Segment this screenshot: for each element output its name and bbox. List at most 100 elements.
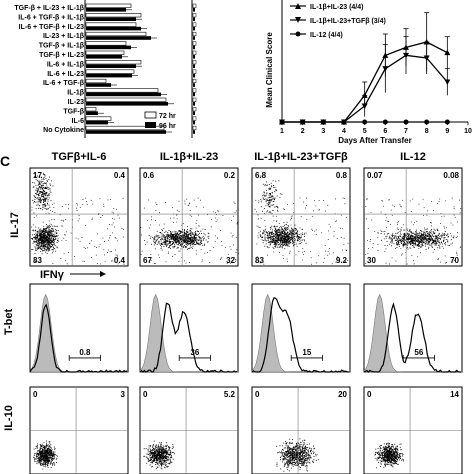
bar-b-72hr-5 — [192, 50, 197, 55]
x-tick-10: 10 — [464, 128, 472, 135]
il10-q-ul-1: 0 — [143, 390, 148, 399]
column-header-1: IL-1β+IL-23 — [160, 151, 218, 163]
ifng-arrow — [70, 271, 106, 277]
bar-b-96hr-0 — [193, 8, 195, 12]
bar-b-96hr-12 — [193, 120, 195, 125]
bar-72hr-12 — [85, 116, 112, 121]
bar-96hr-11 — [86, 111, 98, 115]
il17-q-lr-1: 32 — [226, 256, 235, 265]
x-tick-7: 7 — [404, 128, 408, 135]
x-tick-9: 9 — [445, 128, 449, 135]
column-header-2: IL-1β+IL-23+TGFβ — [254, 151, 348, 163]
bar-b-72hr-1 — [192, 13, 197, 18]
bar-72hr-8 — [85, 78, 107, 84]
bar-72hr-4 — [85, 41, 127, 46]
legend-series-3: IL-12 (4/4) — [310, 32, 343, 39]
tbet-gate-value-1: 36 — [190, 348, 199, 357]
bar-b-72hr-0 — [192, 3, 197, 8]
bar-label-8: IL-6 + TGF-β — [43, 80, 85, 87]
bar-72hr-11 — [85, 107, 97, 112]
bar-b-96hr-9 — [193, 92, 195, 97]
tbet-gate-value-2: 15 — [302, 348, 311, 357]
bar-label-11: TGF-β — [63, 108, 84, 115]
il17-dotplot-2: 6.8 0.8 83 9.2 — [251, 167, 351, 267]
il17-q-ul-1: 0.6 — [143, 171, 155, 180]
bar-label-5: TGF-β + IL-23 — [39, 52, 84, 59]
series-point-2-8 — [444, 119, 450, 125]
bar-b-72hr-10 — [192, 97, 197, 102]
cytokine-bar-chart: TGF-β + IL-23 + IL-1β IL-6 + TGF-β + IL-1… — [14, 0, 197, 138]
bar-96hr-13 — [86, 130, 166, 134]
bar-label-10: IL-23 — [68, 99, 84, 106]
il17-dotplot-0: 17 0.4 83 0.4 — [29, 167, 129, 267]
series-point-1-6 — [403, 52, 409, 59]
legend-series-2: IL-1β+IL-23+TGFβ (3/4) — [310, 18, 386, 25]
bar-b-96hr-10 — [193, 102, 195, 106]
bar-b-72hr-7 — [192, 69, 197, 74]
series-point-1-8 — [444, 79, 451, 85]
il17-q-ur-3: 0.08 — [443, 171, 459, 180]
x-tick-3: 3 — [321, 128, 325, 135]
bar-b-96hr-3 — [193, 36, 195, 40]
bar-b-96hr-1 — [193, 17, 195, 21]
bar-b-72hr-11 — [192, 107, 197, 112]
legend-72hr: 72 hr — [159, 113, 176, 120]
bar-label-3: IL-23 + IL-1β — [43, 33, 85, 40]
tbet-gate-value-0: 0.8 — [79, 348, 91, 357]
y-axis-label: Mean Clinical Score — [265, 32, 274, 108]
tbet-histogram-3: 56 — [363, 283, 463, 373]
tbet-histogram-1: 36 — [139, 283, 239, 373]
bar-96hr-5 — [86, 55, 122, 59]
x-tick-1: 1 — [280, 128, 284, 135]
bar-label-4: TGF-β + IL-1β — [39, 43, 85, 50]
bar-96hr-4 — [86, 45, 131, 50]
series-point-2-7 — [424, 119, 430, 125]
ifng-axis-label: IFNγ — [40, 269, 65, 281]
bar-b-72hr-4 — [192, 41, 197, 46]
bar-72hr-3 — [85, 31, 147, 37]
il17-q-ul-3: 0.07 — [367, 171, 383, 180]
bar-96hr-2 — [86, 26, 141, 31]
il17-q-ll-3: 30 — [367, 256, 376, 265]
il17-dotplot-3: 0.07 0.08 30 70 — [363, 167, 463, 267]
il10-q-ur-2: 20 — [338, 390, 347, 399]
bar-96hr-6 — [86, 64, 136, 68]
row-label-tbet: T-bet — [3, 309, 15, 336]
bar-b-96hr-6 — [193, 64, 195, 68]
il17-q-ur-0: 0.4 — [114, 171, 126, 180]
bar-b-96hr-8 — [193, 83, 195, 87]
x-axis-label: Days After Transfer — [338, 136, 412, 145]
x-tick-8: 8 — [425, 128, 429, 135]
il17-q-lr-3: 70 — [450, 256, 459, 265]
bar-96hr-1 — [86, 17, 136, 21]
bar-b-72hr-3 — [192, 31, 197, 37]
il10-dotplot-3: 0 14 — [363, 386, 463, 474]
bar-72hr-2 — [85, 22, 137, 27]
il10-q-ul-3: 0 — [367, 390, 372, 399]
panel-letter: C — [0, 153, 10, 169]
bar-label-2: IL-6 + TGF-β + IL-23 — [19, 24, 84, 31]
il17-q-ul-0: 17 — [33, 171, 42, 180]
bar-96hr-7 — [86, 73, 132, 78]
bar-96hr-8 — [86, 83, 111, 87]
tbet-histogram-0: 0.8 — [29, 283, 129, 373]
bar-label-6: IL-6 + IL-1β — [47, 61, 85, 68]
tbet-histogram-2: 15 — [251, 283, 351, 373]
bar-96hr-3 — [86, 36, 151, 40]
bar-label-0: TGF-β + IL-23 + IL-1β — [14, 5, 84, 12]
x-tick-4: 4 — [342, 128, 346, 135]
series-point-2-0 — [279, 119, 285, 125]
bar-label-7: IL-6 + IL-23 — [47, 71, 84, 78]
il17-q-ll-2: 83 — [255, 256, 264, 265]
bar-label-13: No Cytokine — [43, 127, 84, 134]
bar-label-9: IL-1β — [67, 90, 84, 97]
series-point-1-7 — [423, 55, 430, 61]
bar-b-96hr-13 — [193, 130, 195, 134]
bar-b-72hr-2 — [192, 22, 197, 27]
bar-96hr-10 — [86, 102, 168, 106]
il17-q-ur-1: 0.2 — [224, 171, 236, 180]
il10-dotplot-2: 0 20 — [251, 386, 351, 474]
bar-72hr-6 — [85, 60, 142, 65]
